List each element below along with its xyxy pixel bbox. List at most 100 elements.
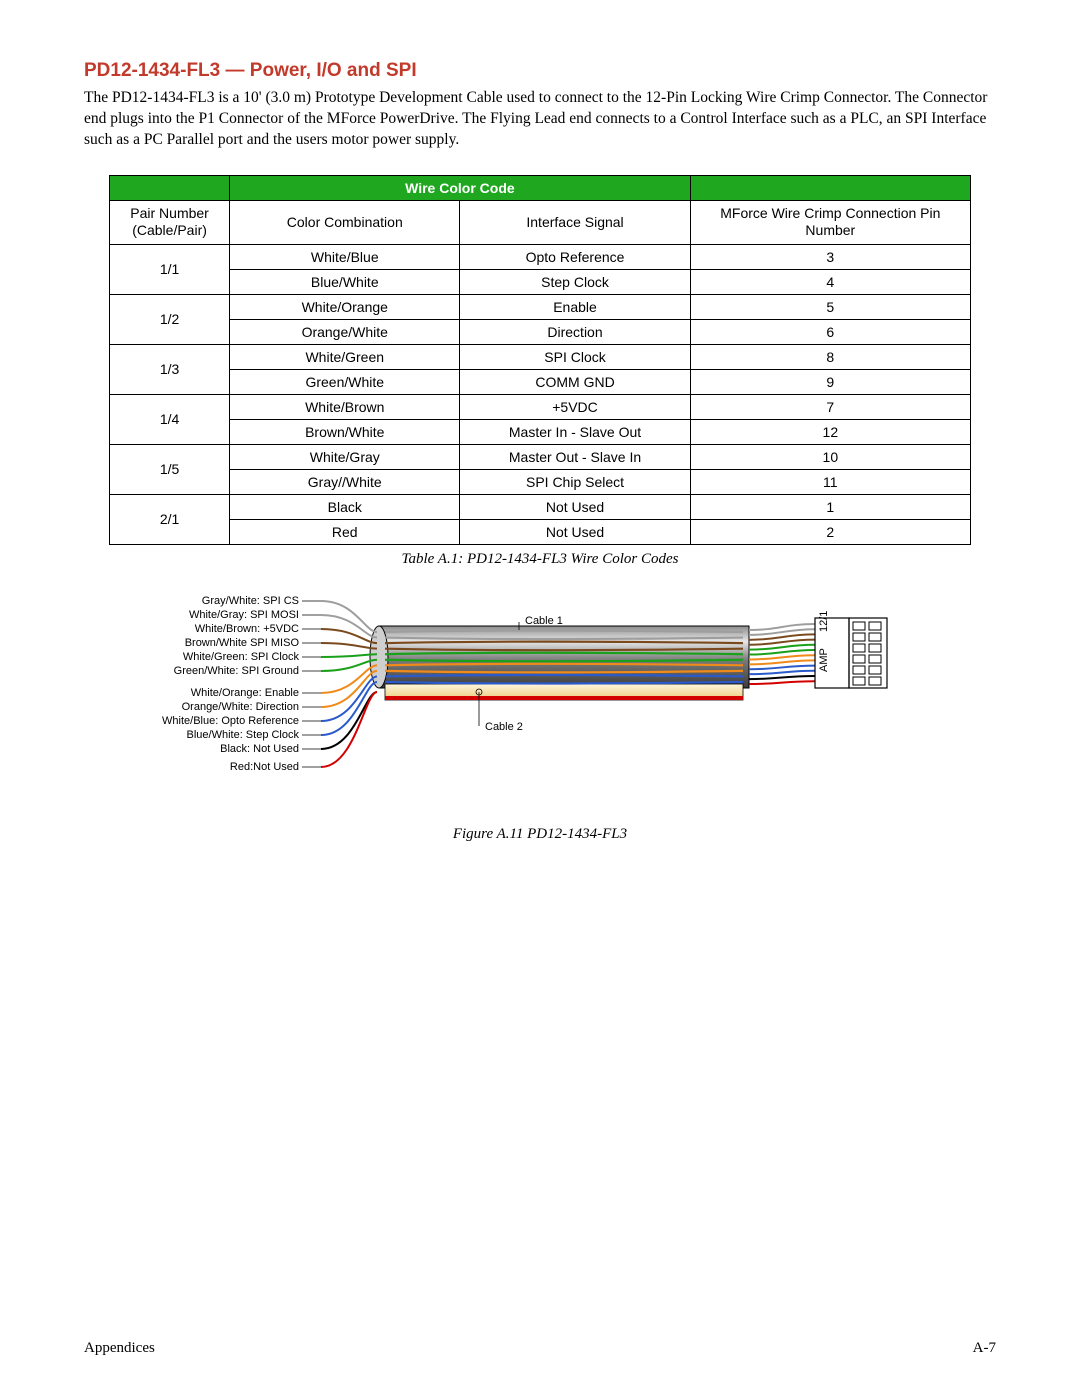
right-wire	[749, 665, 815, 669]
lead-wire	[321, 643, 377, 649]
cell-signal: Not Used	[460, 494, 690, 519]
connector-marking: 12/1	[818, 610, 830, 631]
lead-label: Orange/White: Direction	[182, 701, 299, 713]
cell-pin: 4	[690, 269, 970, 294]
right-wire	[749, 650, 815, 655]
cell-color: Blue/White	[230, 269, 460, 294]
connector-pin	[869, 655, 881, 663]
lead-label: Black: Not Used	[220, 743, 299, 755]
cell-color: Gray//White	[230, 469, 460, 494]
cell-pin: 12	[690, 419, 970, 444]
right-wire	[749, 681, 815, 684]
col-color-header: Color Combination	[230, 200, 460, 244]
connector-pin	[853, 666, 865, 674]
cell-pair: 1/4	[110, 394, 230, 444]
table-row: Green/WhiteCOMM GND9	[110, 369, 971, 394]
cell-pair: 1/3	[110, 344, 230, 394]
cell-pair: 1/5	[110, 444, 230, 494]
cell-color: Green/White	[230, 369, 460, 394]
lead-label: Red:Not Used	[230, 761, 299, 773]
connector-pin	[853, 633, 865, 641]
cell-signal: Opto Reference	[460, 244, 690, 269]
connector-pin	[869, 622, 881, 630]
table-row: Gray//WhiteSPI Chip Select11	[110, 469, 971, 494]
cell-signal: Enable	[460, 294, 690, 319]
cell-pin: 2	[690, 519, 970, 544]
lead-label: White/Orange: Enable	[191, 687, 299, 699]
table-row: Blue/WhiteStep Clock4	[110, 269, 971, 294]
connector-pin	[853, 677, 865, 685]
lead-wire	[321, 629, 377, 643]
connector-pin	[869, 644, 881, 652]
table-header-blank-left	[110, 175, 230, 200]
table-row: 1/3White/GreenSPI Clock8	[110, 344, 971, 369]
cell-color: Orange/White	[230, 319, 460, 344]
lead-label: Blue/White: Step Clock	[187, 729, 300, 741]
right-wire	[749, 671, 815, 674]
lead-wire	[321, 654, 377, 657]
table-row: 2/1BlackNot Used1	[110, 494, 971, 519]
cell-color: Brown/White	[230, 419, 460, 444]
section-body: The PD12-1434-FL3 is a 10' (3.0 m) Proto…	[84, 88, 996, 151]
table-row: 1/4White/Brown+5VDC7	[110, 394, 971, 419]
table-row: Orange/WhiteDirection6	[110, 319, 971, 344]
cable-figure: Gray/White: SPI CSWhite/Gray: SPI MOSIWh…	[109, 592, 971, 812]
cell-signal: COMM GND	[460, 369, 690, 394]
right-wire	[749, 676, 815, 679]
cell-pin: 6	[690, 319, 970, 344]
lead-label: Green/White: SPI Ground	[174, 665, 299, 677]
col-pair-header: Pair Number (Cable/Pair)	[110, 200, 230, 244]
cell-pin: 9	[690, 369, 970, 394]
col-signal-header: Interface Signal	[460, 200, 690, 244]
table-header-span: Wire Color Code	[230, 175, 691, 200]
cell-color: Red	[230, 519, 460, 544]
cell-color: White/Blue	[230, 244, 460, 269]
lead-label: Brown/White SPI MISO	[185, 637, 300, 649]
table-subheader-row: Pair Number (Cable/Pair) Color Combinati…	[110, 200, 971, 244]
cell-signal: Step Clock	[460, 269, 690, 294]
cell-pin: 5	[690, 294, 970, 319]
connector-marking: AMP	[818, 648, 830, 672]
cell-signal: Direction	[460, 319, 690, 344]
figure-wrap: Gray/White: SPI CSWhite/Gray: SPI MOSIWh…	[109, 592, 971, 812]
cable-sheath	[379, 626, 749, 688]
lead-label: Gray/White: SPI CS	[202, 595, 299, 607]
table-header-blank-right	[690, 175, 970, 200]
cell-signal: SPI Chip Select	[460, 469, 690, 494]
connector-pin	[869, 666, 881, 674]
cell-pair: 1/2	[110, 294, 230, 344]
lead-label: White/Green: SPI Clock	[183, 651, 300, 663]
lead-wire	[321, 692, 377, 767]
right-wire	[749, 645, 815, 650]
page-footer: Appendices A-7	[84, 1340, 996, 1357]
cell-color: White/Green	[230, 344, 460, 369]
wire-color-table: Wire Color Code Pair Number (Cable/Pair)…	[109, 175, 971, 545]
cell-color: White/Orange	[230, 294, 460, 319]
table-caption: Table A.1: PD12-1434-FL3 Wire Color Code…	[109, 551, 971, 568]
connector-pin	[853, 622, 865, 630]
table-row: 1/2White/OrangeEnable5	[110, 294, 971, 319]
cell-pin: 8	[690, 344, 970, 369]
cable2-label: Cable 2	[485, 721, 523, 733]
table-row: 1/5White/GrayMaster Out - Slave In10	[110, 444, 971, 469]
cell-signal: +5VDC	[460, 394, 690, 419]
cell-pair: 1/1	[110, 244, 230, 294]
cell-color: White/Brown	[230, 394, 460, 419]
connector-pin	[869, 633, 881, 641]
connector-pin	[853, 655, 865, 663]
footer-left: Appendices	[84, 1340, 155, 1357]
figure-caption: Figure A.11 PD12-1434-FL3	[109, 826, 971, 843]
table-row: 1/1White/BlueOpto Reference3	[110, 244, 971, 269]
right-wire	[749, 660, 815, 664]
cable1-label: Cable 1	[525, 615, 563, 627]
footer-right: A-7	[973, 1340, 996, 1357]
cell-signal: Master In - Slave Out	[460, 419, 690, 444]
cell-color: White/Gray	[230, 444, 460, 469]
cell-signal: Not Used	[460, 519, 690, 544]
lead-label: White/Brown: +5VDC	[195, 623, 299, 635]
cell-color: Black	[230, 494, 460, 519]
table-row: Brown/WhiteMaster In - Slave Out12	[110, 419, 971, 444]
section-title: PD12-1434-FL3 — Power, I/O and SPI	[84, 60, 996, 82]
lead-label: White/Blue: Opto Reference	[162, 715, 299, 727]
col-pin-header: MForce Wire Crimp Connection Pin Number	[690, 200, 970, 244]
